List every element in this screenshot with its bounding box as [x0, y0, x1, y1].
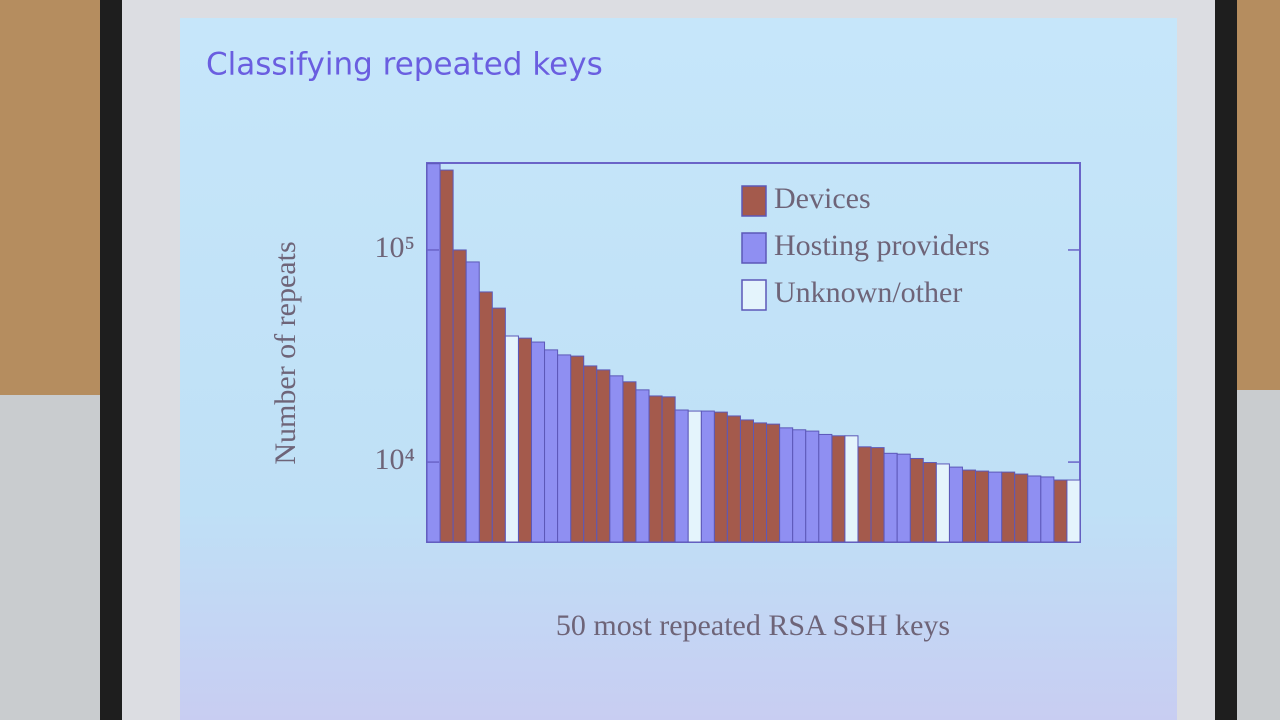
- bar: [439, 169, 454, 543]
- bar: [1066, 479, 1081, 543]
- bar: [648, 395, 663, 543]
- y-axis-label: Number of repeats: [269, 241, 302, 464]
- legend-label: Hosting providers: [774, 229, 990, 262]
- bar: [465, 261, 480, 543]
- slide-title: Classifying repeated keys: [206, 47, 603, 83]
- bar: [700, 410, 715, 543]
- y-tick-label: 10⁴: [375, 443, 415, 476]
- bar: [975, 470, 990, 543]
- bar: [922, 462, 937, 543]
- bar: [1053, 479, 1068, 543]
- bar: [896, 453, 911, 543]
- bar: [726, 415, 741, 543]
- bar: [844, 435, 859, 543]
- bar: [544, 349, 559, 543]
- bar: [674, 409, 689, 543]
- bar: [779, 427, 794, 543]
- bar: [713, 411, 728, 543]
- bar: [1001, 471, 1016, 543]
- bar: [687, 410, 702, 543]
- bar: [491, 307, 506, 543]
- bar: [753, 422, 768, 543]
- legend-label: Devices: [774, 182, 871, 215]
- bar: [557, 354, 572, 543]
- slide: [180, 18, 1177, 720]
- bar: [818, 433, 833, 543]
- bar: [517, 337, 532, 543]
- bar: [504, 335, 519, 543]
- x-axis-label: 50 most repeated RSA SSH keys: [556, 609, 950, 642]
- bar: [857, 446, 872, 543]
- legend-swatch: [741, 185, 767, 217]
- bar: [426, 163, 441, 543]
- bar: [883, 452, 898, 543]
- bar: [635, 389, 650, 543]
- bar: [530, 341, 546, 543]
- bar: [935, 463, 950, 543]
- bar: [452, 249, 467, 543]
- bar: [1040, 476, 1055, 543]
- bar: [478, 291, 493, 543]
- plot: 10⁴ 10⁵ Devices Hosting providers Unknown/ot…: [375, 163, 1081, 543]
- bar: [609, 375, 624, 543]
- legend-swatch: [741, 279, 767, 311]
- bar: [570, 355, 585, 543]
- bar: [831, 435, 846, 543]
- bar: [596, 369, 611, 543]
- wall-left-lower: [0, 395, 110, 720]
- bar: [766, 423, 781, 543]
- screen-frame-left: [100, 0, 122, 720]
- bar: [870, 447, 885, 543]
- y-tick-label: 10⁵: [375, 231, 415, 264]
- legend-label: Unknown/other: [774, 276, 962, 309]
- bar: [805, 430, 820, 543]
- bar: [661, 396, 676, 543]
- legend-swatch: [741, 232, 767, 264]
- bar: [988, 471, 1003, 543]
- bar: [739, 419, 755, 543]
- bar: [1014, 473, 1029, 543]
- bar: [622, 381, 637, 543]
- bar: [1027, 475, 1042, 543]
- screen-frame-right: [1215, 0, 1237, 720]
- bar: [948, 466, 963, 543]
- bar: [583, 365, 598, 543]
- bar: [792, 429, 807, 543]
- bar: [909, 457, 924, 543]
- bar: [961, 469, 977, 543]
